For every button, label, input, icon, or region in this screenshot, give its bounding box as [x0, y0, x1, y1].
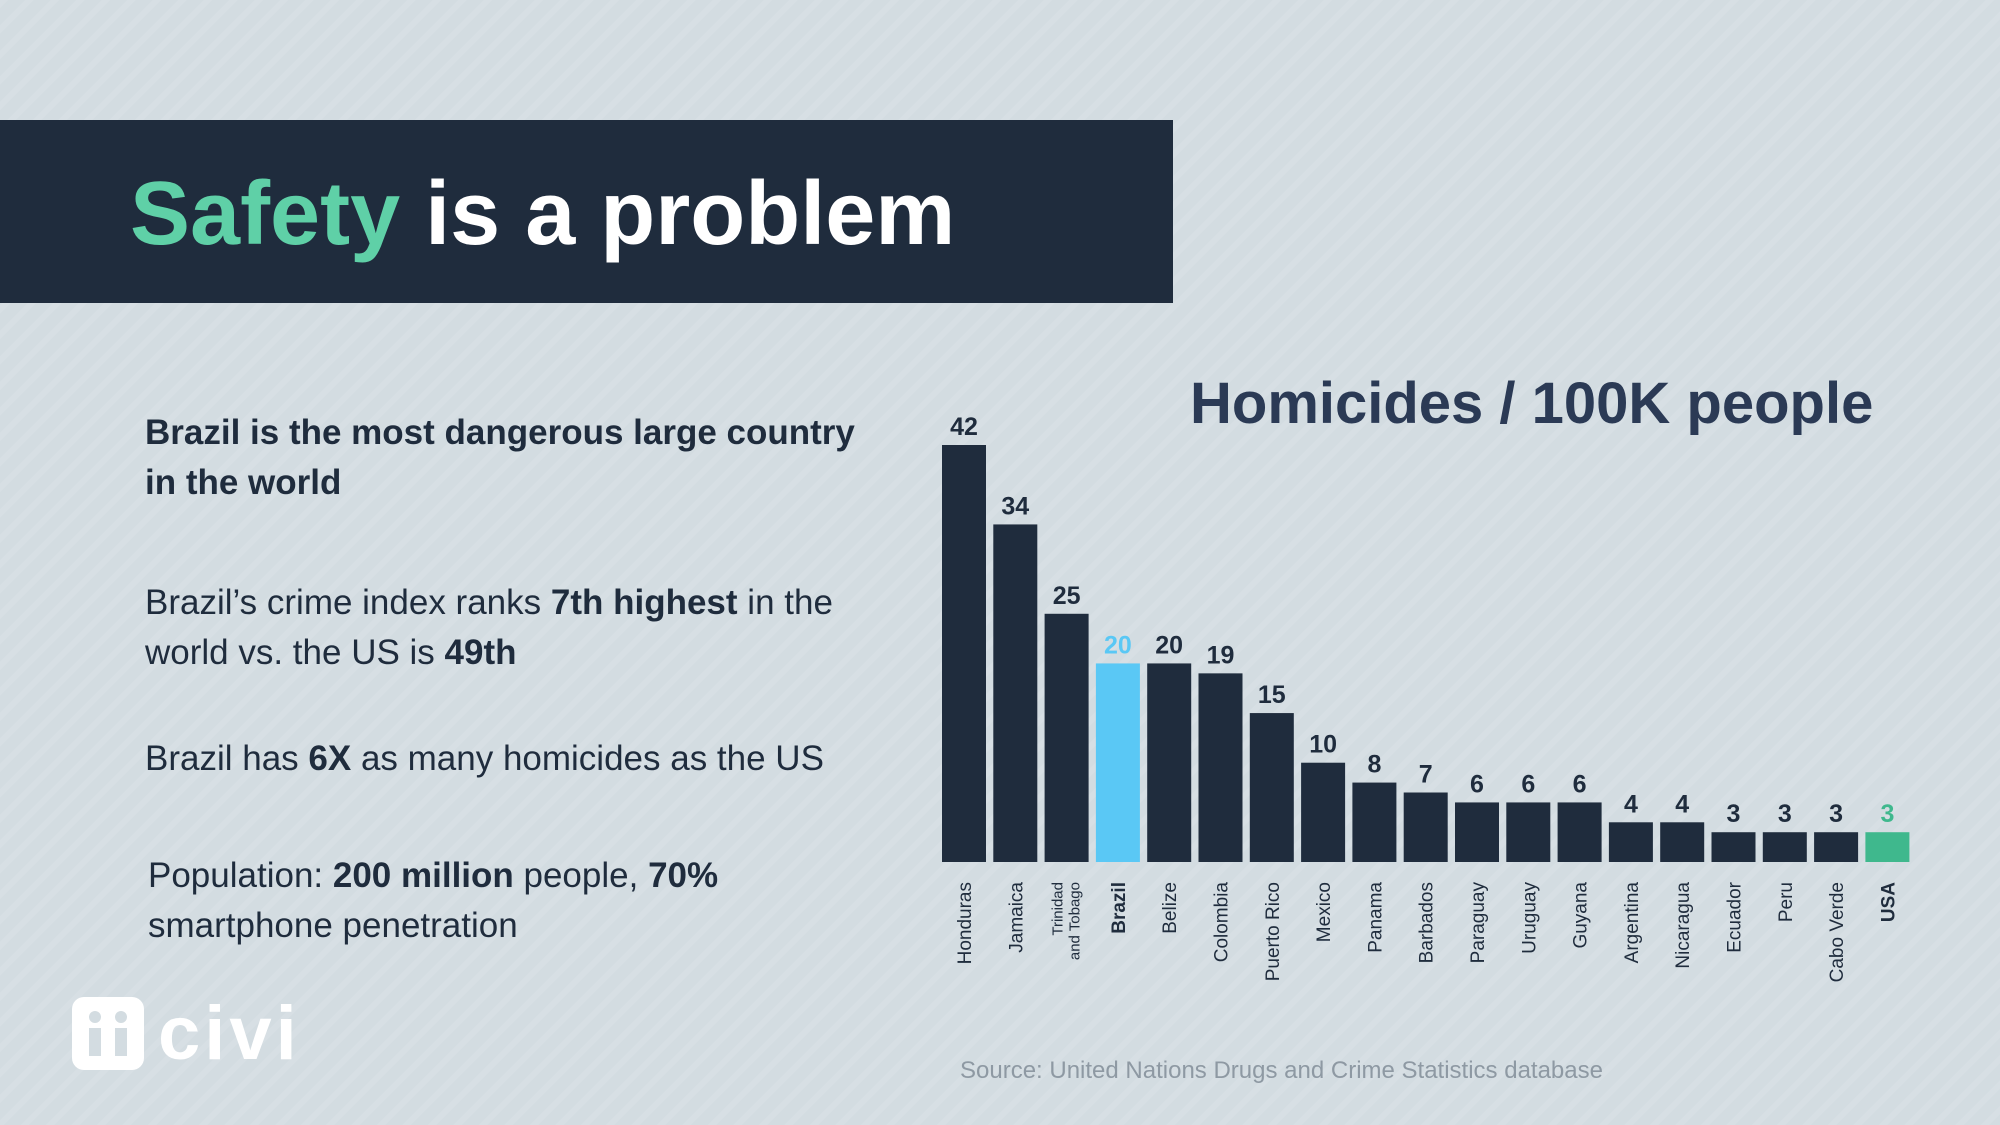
point-penetration-value: 70% — [648, 856, 719, 895]
title-banner: Safety is a problem — [0, 120, 1173, 303]
bar-belize — [1147, 663, 1192, 862]
tick-label-guyana: Guyana — [1571, 882, 1592, 949]
value-label-trinidad-and-tobago: 25 — [1053, 582, 1081, 610]
bar-jamaica — [993, 524, 1038, 862]
bar-peru — [1762, 832, 1807, 862]
bar-guyana — [1557, 802, 1602, 862]
tick-label-usa: USA — [1878, 882, 1899, 922]
point-most-dangerous: Brazil is the most dangerous large count… — [145, 413, 855, 502]
chart-title: Homicides / 100K people — [1190, 371, 1874, 436]
tick-label-paraguay: Paraguay — [1468, 882, 1489, 964]
tick-label-cabo-verde: Cabo Verde — [1827, 882, 1848, 982]
tick-label-trinidad-and-tobago: Trinidadand Tobago — [1050, 882, 1084, 960]
tick-label-belize: Belize — [1160, 882, 1181, 934]
bar-trinidad-and-tobago — [1044, 613, 1089, 862]
value-label-mexico: 10 — [1309, 731, 1337, 759]
point-crime-index-mid: in the world vs. the US is — [145, 583, 833, 672]
value-label-belize: 20 — [1155, 631, 1183, 659]
point-crime-index-pre: Brazil’s crime index ranks — [145, 583, 551, 622]
tick-label-argentina: Argentina — [1622, 882, 1643, 964]
page-title: Safety is a problem — [130, 164, 955, 264]
bar-uruguay — [1506, 802, 1551, 862]
value-label-peru: 3 — [1778, 800, 1792, 828]
value-label-barbados: 7 — [1419, 761, 1433, 789]
bar-argentina — [1608, 822, 1653, 862]
value-label-nicaragua: 4 — [1675, 790, 1689, 818]
bar-honduras — [942, 445, 986, 862]
tick-label-barbados: Barbados — [1417, 882, 1438, 963]
value-label-usa: 3 — [1880, 800, 1894, 828]
point-population-value: 200 million — [332, 856, 514, 895]
bar-barbados — [1403, 792, 1448, 862]
point-population: Population: 200 million people, 70% smar… — [148, 851, 868, 951]
tick-label-panama: Panama — [1365, 882, 1386, 953]
bar-mexico — [1301, 762, 1346, 862]
value-label-uruguay: 6 — [1521, 770, 1535, 798]
tick-label-honduras: Honduras — [955, 882, 976, 964]
tick-label-colombia: Colombia — [1212, 882, 1233, 963]
bar-nicaragua — [1660, 822, 1705, 862]
tick-label-jamaica: Jamaica — [1006, 882, 1027, 953]
bar-brazil — [1095, 663, 1140, 862]
title-accent: Safety — [130, 164, 401, 264]
logo-wordmark: civi — [158, 991, 301, 1076]
bar-ecuador — [1711, 832, 1756, 862]
title-rest: is a problem — [400, 164, 956, 264]
value-label-cabo-verde: 3 — [1829, 800, 1843, 828]
point-homicide-multiple: Brazil has 6X as many homicides as the U… — [145, 734, 865, 784]
point-crime-index-rank: 7th highest — [550, 583, 738, 622]
tick-label-mexico: Mexico — [1314, 882, 1335, 942]
source-note: Source: United Nations Drugs and Crime S… — [960, 1057, 1603, 1084]
tick-label-brazil: Brazil — [1109, 882, 1130, 934]
value-label-brazil: 20 — [1104, 631, 1132, 659]
bar-colombia — [1198, 673, 1243, 862]
value-label-ecuador: 3 — [1727, 800, 1741, 828]
point-crime-index-us-rank: 49th — [444, 633, 517, 672]
bar-panama — [1352, 782, 1397, 862]
value-label-guyana: 6 — [1573, 770, 1587, 798]
point-homicide-post: as many homicides as the US — [351, 739, 824, 778]
value-label-paraguay: 6 — [1470, 770, 1484, 798]
logo-mark-icon — [72, 997, 144, 1070]
point-homicide-multiple-value: 6X — [308, 739, 352, 778]
tick-label-uruguay: Uruguay — [1519, 882, 1540, 954]
value-label-honduras: 42 — [950, 413, 978, 441]
value-label-colombia: 19 — [1207, 641, 1235, 669]
value-label-puerto-rico: 15 — [1258, 681, 1286, 709]
bar-puerto-rico — [1249, 713, 1294, 862]
value-label-jamaica: 34 — [1001, 492, 1029, 520]
point-population-post: smartphone penetration — [148, 906, 518, 945]
point-homicide-pre: Brazil has — [145, 739, 309, 778]
bar-cabo-verde — [1814, 832, 1859, 862]
tick-label-ecuador: Ecuador — [1725, 881, 1746, 952]
point-population-pre: Population: — [148, 856, 333, 895]
tick-label-puerto-rico: Puerto Rico — [1263, 882, 1284, 981]
value-label-panama: 8 — [1367, 751, 1381, 779]
tick-label-nicaragua: Nicaragua — [1673, 882, 1694, 969]
bar-usa — [1865, 832, 1910, 862]
point-crime-index: Brazil’s crime index ranks 7th highest i… — [145, 578, 865, 678]
value-label-argentina: 4 — [1624, 790, 1638, 818]
bar-paraguay — [1455, 802, 1499, 862]
tick-label-peru: Peru — [1776, 882, 1797, 922]
point-population-mid: people, — [513, 856, 649, 895]
